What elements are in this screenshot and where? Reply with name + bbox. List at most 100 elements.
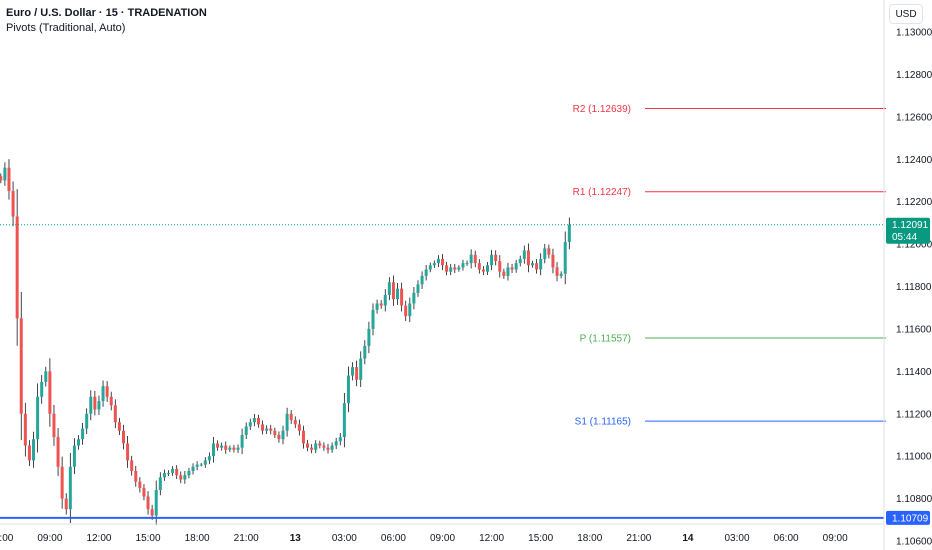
time-tick-label: 18:00 [185,533,210,544]
candle-body [15,216,19,319]
candle-body [277,434,281,440]
candle-body [105,386,109,397]
candle-body [97,401,101,410]
candle-body [199,464,203,466]
candle-body [408,303,412,317]
candle-body [232,447,236,450]
time-tick-label: 15:00 [136,533,161,544]
time-tick-label: 09:00 [37,533,62,544]
candle-body [81,428,85,440]
candle-body [3,167,7,181]
candle-body [547,248,551,255]
candle-body [338,437,342,442]
currency-button[interactable]: USD [889,4,923,24]
candle-body [224,445,228,450]
candle-body [465,263,469,265]
candle-body [216,443,220,448]
price-axis[interactable]: 1.13000 1.12800 1.12600 1.12400 1.12200 1.120… [883,0,932,550]
candle-body [27,445,31,461]
candle-body [490,254,494,266]
candle-body [166,473,170,475]
candle-body [150,509,154,516]
candle-body [126,443,130,461]
candle-body [252,417,256,423]
candlestick-series [0,159,571,526]
candle-body [154,490,158,516]
candle-body [510,267,514,270]
candle-body [19,318,23,414]
candle-body [526,250,530,266]
horizontal-line-tag [886,510,930,525]
candle-body [449,267,453,272]
candle-body [563,241,567,274]
candle-body [265,428,269,431]
candle-body [269,428,273,431]
time-tick-label: 06:00 [381,533,406,544]
candle-body [285,413,289,431]
time-tick-label: 12:00 [479,533,504,544]
candle-body [281,430,285,440]
candle-body [89,396,93,414]
price-tick-label: 1.12000 [896,240,932,251]
candle-body [416,284,420,293]
candle-body [514,263,518,270]
candle-body [36,396,40,440]
candle-body [306,443,310,448]
candle-body [191,466,195,472]
candle-body [146,496,150,510]
candle-body [64,498,68,510]
time-axis[interactable]: 06:00 09:00 12:00 15:00 18:00 21:00 13 03:00 06:… [0,523,884,544]
candle-body [428,265,432,270]
candle-body [400,288,404,306]
candle-body [179,475,183,480]
time-tick-label: 06:00 [774,533,799,544]
price-tick-label: 1.10600 [896,537,932,548]
candle-body [162,473,166,478]
pivot-label-r1: R1 (1.12247) [573,187,631,198]
indicator-legend[interactable]: Pivots (Traditional, Auto) [6,22,126,34]
candle-body [379,303,383,306]
candle-body [273,430,277,435]
candle-body [506,267,510,276]
candle-body [207,456,211,461]
candle-body [363,345,367,359]
candle-body [461,263,465,268]
candle-body [330,445,334,450]
countdown-label: 05:44 [892,232,917,243]
price-tick-label: 1.11800 [896,282,932,293]
price-tick-label: 1.12600 [896,112,932,123]
pivot-lines: R2 (1.12639) R1 (1.12247) P (1.11557) S1 (1… [573,104,886,428]
price-tick-label: 1.13000 [896,28,932,39]
horizontal-line-label: 1.10709 [892,513,929,524]
candle-body [445,265,449,272]
candle-body [498,261,502,272]
candle-body [11,191,15,217]
candle-body [469,254,473,264]
candle-body [555,267,559,276]
candle-body [85,413,89,429]
symbol-title[interactable]: Euro / U.S. Dollar · 15 · TRADENATION [6,7,207,19]
time-tick-label: 03:00 [332,533,357,544]
candle-body [0,176,3,181]
candle-body [453,267,457,270]
candle-body [142,487,146,497]
candle-body [122,430,125,444]
candle-body [72,445,76,467]
candle-body [56,437,60,467]
candle-body [334,441,338,446]
candle-body [539,258,543,270]
last-price-label: 1.12091 [892,220,929,231]
time-tick-label: 03:00 [724,533,749,544]
candle-body [383,294,387,306]
candle-body [502,271,506,276]
candle-body [113,405,117,423]
candle-body [375,303,379,310]
time-tick-label: 18:00 [577,533,602,544]
candle-body [68,466,72,510]
candle-body [359,358,363,380]
candle-body [424,269,428,276]
price-tick-label: 1.12200 [896,197,932,208]
time-tick-label: 21:00 [234,533,259,544]
candle-body [326,447,330,450]
